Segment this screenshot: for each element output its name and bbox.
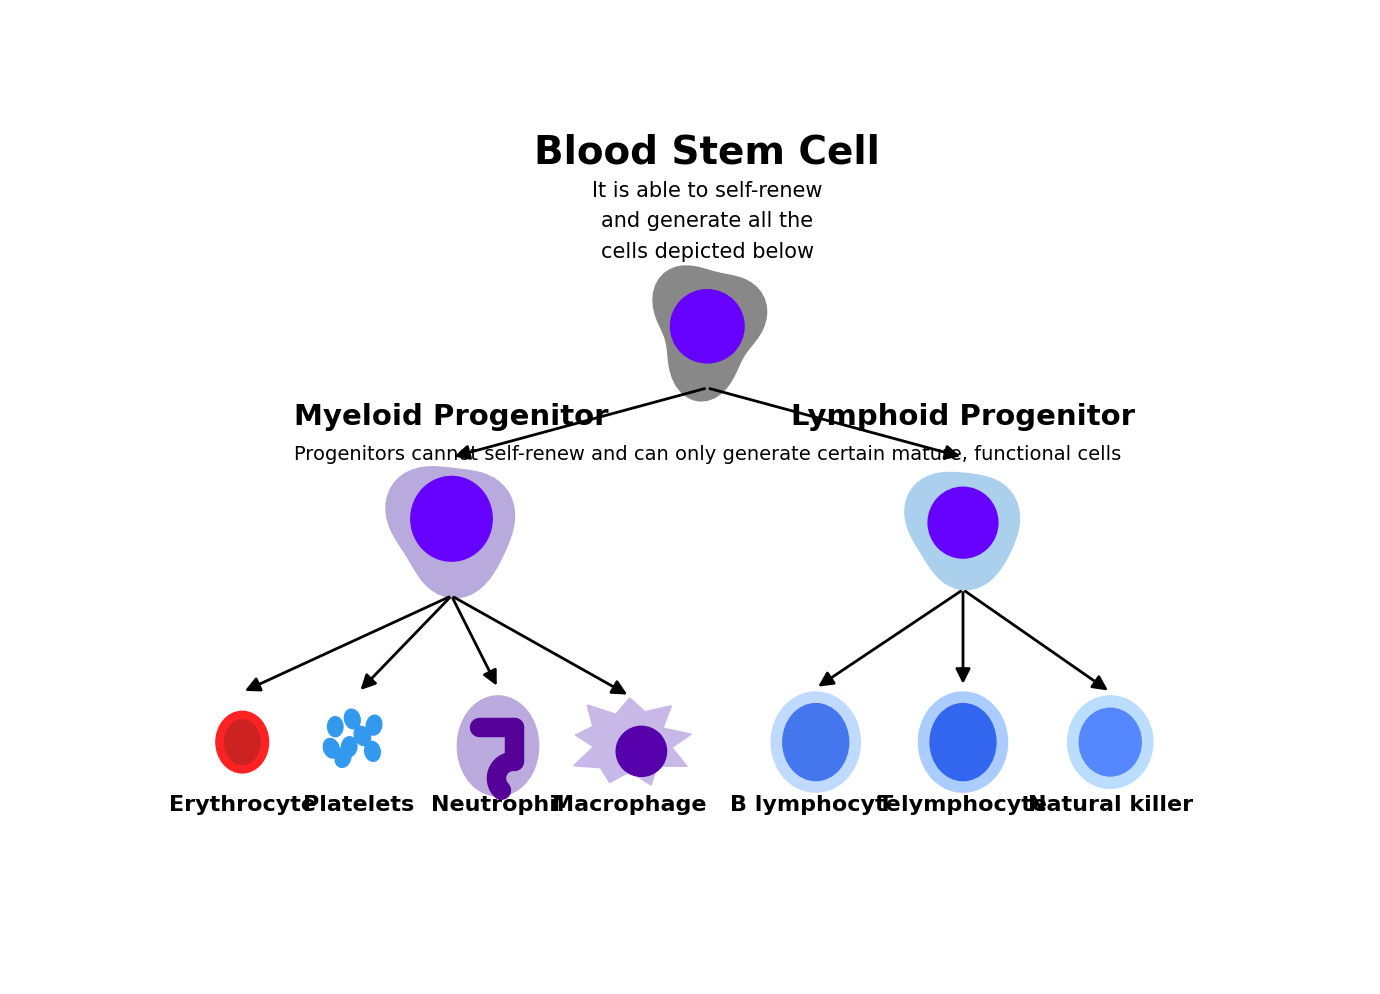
Ellipse shape xyxy=(671,290,744,364)
Text: Neutrophil: Neutrophil xyxy=(431,794,564,815)
Ellipse shape xyxy=(930,704,996,781)
Ellipse shape xyxy=(929,488,998,559)
Ellipse shape xyxy=(366,716,382,736)
Ellipse shape xyxy=(919,693,1007,792)
Text: Blood Stem Cell: Blood Stem Cell xyxy=(534,133,880,171)
Ellipse shape xyxy=(335,747,351,767)
Polygon shape xyxy=(386,467,515,598)
Ellipse shape xyxy=(341,737,357,757)
Ellipse shape xyxy=(1079,709,1141,776)
Text: T lymphocyte: T lymphocyte xyxy=(879,794,1047,815)
Text: Macrophage: Macrophage xyxy=(552,794,707,815)
Text: B lymphocyte: B lymphocyte xyxy=(730,794,901,815)
Ellipse shape xyxy=(225,720,259,764)
Ellipse shape xyxy=(215,712,269,773)
Ellipse shape xyxy=(345,710,360,730)
Ellipse shape xyxy=(323,739,339,758)
Text: It is able to self-renew
and generate all the
cells depicted below: It is able to self-renew and generate al… xyxy=(592,181,822,261)
Ellipse shape xyxy=(771,693,860,792)
Text: Lymphoid Progenitor: Lymphoid Progenitor xyxy=(791,403,1134,430)
Polygon shape xyxy=(905,473,1020,590)
Ellipse shape xyxy=(355,727,371,746)
Polygon shape xyxy=(653,266,767,402)
Text: Natural killer: Natural killer xyxy=(1028,794,1192,815)
Text: Platelets: Platelets xyxy=(302,794,414,815)
Ellipse shape xyxy=(617,727,667,776)
Text: Erythrocyte: Erythrocyte xyxy=(168,794,316,815)
Ellipse shape xyxy=(457,696,538,796)
Ellipse shape xyxy=(364,742,381,761)
Ellipse shape xyxy=(782,704,849,781)
Ellipse shape xyxy=(327,717,344,737)
Ellipse shape xyxy=(1068,696,1152,788)
Polygon shape xyxy=(574,698,691,785)
Text: Progenitors cannot self-renew and can only generate certain mature, functional c: Progenitors cannot self-renew and can on… xyxy=(294,445,1121,464)
Ellipse shape xyxy=(411,477,493,562)
Text: Myeloid Progenitor: Myeloid Progenitor xyxy=(294,403,609,430)
